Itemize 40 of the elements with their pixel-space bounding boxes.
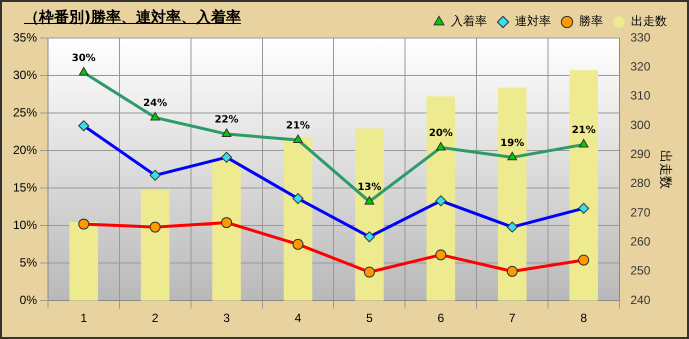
data-label: 19%	[500, 138, 524, 149]
chart-title: （枠番別)勝率、連対率、入着率	[24, 8, 241, 27]
y2-tick-label: 270	[630, 205, 651, 220]
x-tick-label: 2	[152, 311, 159, 326]
x-tick-label: 1	[80, 311, 88, 326]
y-tick-label: 25%	[12, 105, 38, 120]
legend-label: 勝率	[579, 14, 603, 28]
y-tick-label: 10%	[12, 218, 38, 232]
legend-label: 連対率	[515, 14, 551, 28]
y2-axis-title: 出走数	[658, 150, 674, 189]
y2-tick-label: 290	[630, 147, 651, 162]
data-label: 13%	[357, 182, 382, 194]
y2-tick-label: 320	[630, 59, 651, 74]
y-tick-label: 0%	[20, 292, 38, 307]
data-label: 30%	[72, 53, 96, 64]
x-tick-label: 8	[580, 311, 588, 326]
legend-label: 出走数	[631, 14, 667, 28]
y2-tick-label: 280	[630, 176, 651, 190]
y2-tick-label: 300	[630, 118, 651, 132]
data-label: 21%	[286, 120, 310, 132]
x-tick-label: 3	[223, 311, 230, 326]
x-tick-label: 7	[508, 311, 516, 326]
y2-tick-label: 260	[630, 234, 651, 249]
x-tick-label: 4	[294, 311, 302, 326]
x-tick-label: 5	[366, 311, 374, 326]
y-tick-label: 20%	[12, 142, 38, 157]
legend-label: 入着率	[451, 14, 487, 28]
y-tick-label: 5%	[20, 255, 38, 270]
y2-tick-label: 240	[630, 292, 651, 307]
data-label: 21%	[572, 125, 596, 136]
y-tick-label: 15%	[12, 180, 38, 194]
y2-tick-label: 310	[630, 88, 651, 103]
x-tick-label: 6	[437, 311, 444, 326]
data-label: 24%	[143, 98, 168, 110]
y-tick-label: 30%	[12, 68, 38, 82]
y-tick-label: 35%	[12, 30, 38, 44]
y2-tick-label: 330	[630, 30, 651, 44]
data-label: 20%	[428, 128, 453, 140]
y2-tick-label: 250	[630, 264, 651, 278]
data-label: 22%	[214, 114, 239, 126]
